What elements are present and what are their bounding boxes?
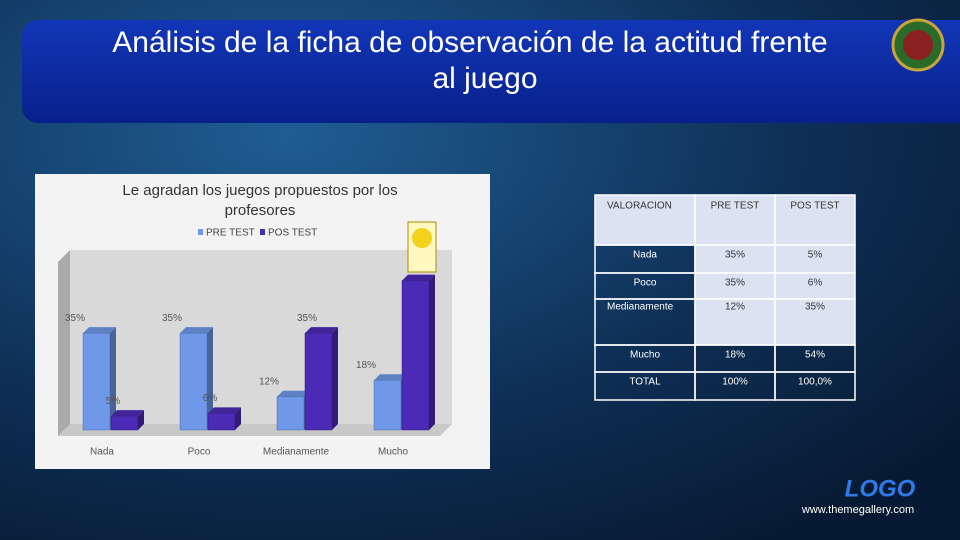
table-cell	[694, 244, 776, 274]
value-label: 6%	[203, 393, 218, 404]
x-tick-label: Medianamente	[263, 447, 330, 458]
value-label: 5%	[106, 396, 121, 407]
table-text: 35%	[805, 302, 825, 313]
title-line: al juego	[432, 62, 537, 95]
table-text: Medianamente	[607, 302, 674, 313]
bar	[82, 332, 111, 431]
bar	[276, 396, 305, 431]
value-label: 35%	[297, 313, 317, 324]
legend-label: POS TEST	[268, 228, 317, 239]
bar	[373, 379, 402, 431]
legend-swatch	[260, 229, 265, 235]
table-text: Poco	[634, 278, 657, 289]
table-text: 18%	[725, 350, 745, 361]
bar-side	[138, 410, 144, 430]
logo: LOGO	[845, 475, 916, 502]
bar-side	[207, 327, 213, 430]
table-text: 12%	[725, 302, 745, 313]
table-cell	[774, 272, 856, 300]
table-text: 100%	[722, 377, 748, 388]
bar-side	[235, 407, 241, 430]
table-cell	[774, 244, 856, 274]
table-text: Mucho	[630, 350, 660, 361]
bar	[110, 415, 139, 431]
table-cell	[594, 194, 696, 246]
table-text: 6%	[808, 278, 823, 289]
bar-top	[402, 274, 435, 281]
table-header: PRE TEST	[711, 201, 760, 212]
x-tick-label: Nada	[90, 447, 114, 458]
table-text: 35%	[725, 278, 745, 289]
chart-floor	[58, 424, 452, 436]
value-label: 35%	[65, 313, 85, 324]
bar-side	[429, 274, 435, 430]
bar-top	[83, 327, 116, 334]
x-tick-label: Mucho	[378, 447, 408, 458]
table-text: 5%	[808, 250, 823, 261]
table-text: Nada	[633, 250, 657, 261]
bar-top	[208, 407, 241, 414]
table-text: TOTAL	[629, 377, 661, 388]
bar	[179, 332, 208, 431]
title-banner	[22, 20, 960, 123]
bar-top	[180, 327, 213, 334]
chart-title: Le agradan los juegos propuestos por los	[122, 182, 397, 199]
bar-top	[111, 410, 144, 417]
chart-side-wall	[58, 250, 70, 436]
bar-side	[332, 327, 338, 430]
table-cell	[694, 298, 776, 346]
table-cell	[694, 272, 776, 300]
value-label: 18%	[356, 360, 376, 371]
bar	[401, 280, 430, 431]
x-tick-label: Poco	[188, 447, 211, 458]
table-cell	[774, 194, 856, 246]
bar-top	[374, 374, 407, 381]
table-header: VALORACION	[607, 201, 672, 212]
bar-top	[277, 390, 310, 397]
url: www.themegallery.com	[801, 504, 914, 516]
chart-title: profesores	[225, 202, 296, 219]
bar-top	[305, 327, 338, 334]
value-label: 12%	[259, 376, 279, 387]
table-text: 54%	[805, 350, 825, 361]
table-text: 35%	[725, 250, 745, 261]
mascot	[407, 221, 437, 273]
title-line: Análisis de la ficha de observación de l…	[112, 26, 827, 59]
table-cell	[774, 298, 856, 346]
table-text: 100,0%	[798, 377, 832, 388]
bar-side	[110, 327, 116, 430]
bar	[207, 413, 236, 431]
legend-swatch	[198, 229, 203, 235]
table-cell	[694, 194, 776, 246]
table-header: POS TEST	[790, 201, 839, 212]
legend-label: PRE TEST	[206, 228, 255, 239]
table-cell	[774, 371, 856, 401]
value-label: 35%	[162, 313, 182, 324]
emblem	[891, 18, 945, 72]
bar	[304, 332, 333, 431]
